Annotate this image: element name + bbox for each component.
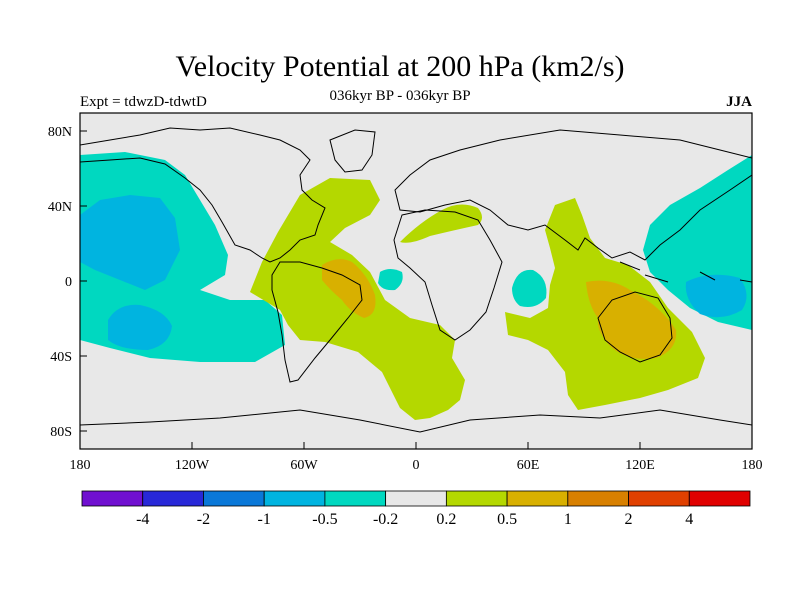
colorbar-swatch — [385, 490, 447, 507]
region-amazon-orange — [322, 259, 376, 318]
lat-label-80n: 80N — [48, 125, 72, 140]
lat-label-80s: 80S — [50, 425, 72, 440]
map-subtitle: 036kyr BP - 036kyr BP — [329, 88, 471, 104]
region-central-south-pacific-blue — [108, 304, 172, 350]
colorbar-label: -0.2 — [373, 511, 398, 528]
lon-label-120w: 120W — [175, 458, 210, 473]
colorbar-label: 2 — [625, 511, 633, 528]
colorbar-label: -0.5 — [312, 511, 337, 528]
colorbar-label: 0.5 — [497, 511, 517, 528]
colorbar-swatch — [445, 490, 508, 507]
lon-label-180e: 180 — [742, 458, 763, 473]
coast-antarctica — [80, 409, 752, 433]
coast-north-america — [80, 127, 326, 263]
colorbar-label: 0.2 — [436, 511, 456, 528]
lat-label-40s: 40S — [50, 350, 72, 365]
colorbar-swatch — [506, 490, 569, 507]
colorbar-swatch — [142, 490, 204, 507]
tick-marks — [80, 130, 641, 449]
coast-africa — [393, 209, 503, 341]
lon-label-60w: 60W — [290, 458, 318, 473]
region-western-indian-cyan — [512, 269, 547, 307]
colorbar-swatch — [203, 490, 265, 507]
coast-south-america — [271, 261, 363, 383]
region-equatorial-atlantic-cyan — [378, 269, 403, 291]
coast-greenland — [329, 129, 376, 173]
coast-eurasia — [394, 129, 752, 261]
coastlines — [80, 127, 752, 433]
lon-label-120e: 120E — [625, 458, 655, 473]
coast-australia — [597, 291, 673, 363]
lat-label-0: 0 — [65, 275, 72, 290]
map-plot-area — [80, 113, 752, 449]
colorbar-swatch — [324, 490, 387, 507]
colorbar-label: 1 — [564, 511, 572, 528]
lon-label-180w: 180 — [70, 458, 91, 473]
colorbar-label: -1 — [258, 511, 271, 528]
region-australia-orange — [586, 280, 677, 359]
region-west-pacific-blue — [685, 274, 747, 318]
colorbar-swatch — [263, 490, 326, 507]
colorbar-swatch — [628, 490, 690, 507]
lat-label-40n: 40N — [48, 200, 72, 215]
experiment-label: Expt = tdwzD-tdwtD — [80, 94, 207, 110]
lon-label-0: 0 — [413, 458, 420, 473]
map-title: Velocity Potential at 200 hPa (km2/s) — [175, 50, 625, 83]
colorbar: -4 -2 -1 -0.5 -0.2 0.2 0.5 1 2 4 — [81, 490, 751, 528]
colorbar-swatch — [688, 490, 751, 507]
colorbar-label: 4 — [685, 511, 693, 528]
colorbar-label: -2 — [197, 511, 210, 528]
coast-maritime-islands — [619, 261, 752, 283]
region-central-north-pacific-blue — [80, 195, 180, 290]
lon-label-60e: 60E — [517, 458, 540, 473]
season-label: JJA — [726, 94, 752, 110]
colorbar-swatch — [81, 490, 144, 507]
colorbar-swatch — [567, 490, 629, 507]
colorbar-label: -4 — [136, 511, 149, 528]
